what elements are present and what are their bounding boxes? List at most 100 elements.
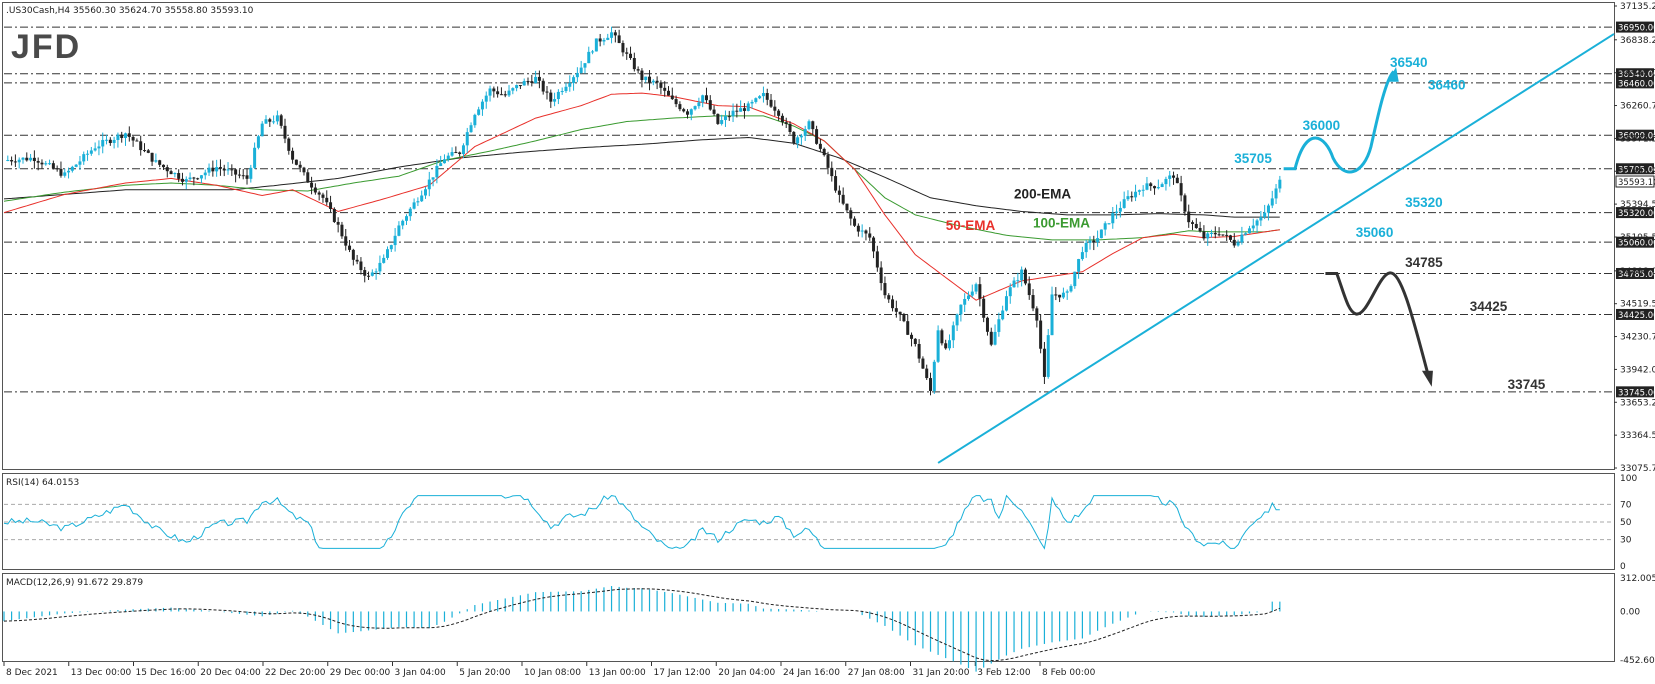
candle-bear — [1202, 231, 1206, 239]
candle-bear — [849, 210, 853, 219]
candle-bear — [875, 251, 879, 268]
candle-bull — [1206, 233, 1210, 239]
candle-bear — [845, 203, 849, 211]
candle-bear — [283, 125, 287, 139]
candle-bear — [670, 95, 674, 100]
candle-bear — [678, 104, 682, 110]
candle-bear — [340, 224, 344, 237]
candle-bear — [146, 150, 150, 153]
candle-bear — [367, 275, 371, 277]
candle-bull — [1004, 296, 1008, 311]
candle-bull — [465, 132, 469, 146]
candle-bear — [910, 334, 914, 339]
candle-bear — [1191, 222, 1195, 224]
candle-bull — [97, 146, 101, 149]
y-tick-label: 35105.50 — [1620, 233, 1655, 243]
candle-bear — [359, 261, 363, 271]
candle-bull — [723, 116, 727, 121]
candle-bear — [530, 81, 534, 84]
candle-bear — [940, 330, 944, 344]
candle-bear — [1058, 294, 1062, 298]
candle-bear — [1217, 234, 1221, 236]
candle-bear — [989, 331, 993, 345]
candle-bear — [518, 85, 522, 87]
candle-bear — [1027, 283, 1031, 296]
candle-bear — [348, 245, 352, 250]
candle-bear — [332, 208, 336, 222]
candle-bear — [1221, 234, 1225, 236]
level-label-35705.00: 35705.00 — [1618, 165, 1655, 175]
candle-bear — [841, 194, 845, 204]
bearish-scenario-path — [1325, 271, 1430, 375]
candle-bear — [355, 259, 359, 262]
candle-bear — [1175, 177, 1179, 184]
candle-bull — [416, 201, 420, 203]
x-tick-label: 3 Jan 04:00 — [395, 668, 447, 678]
candle-bear — [317, 192, 321, 195]
candle-bear — [458, 152, 462, 155]
candle-bull — [932, 361, 936, 391]
candle-bull — [1020, 269, 1024, 281]
level-label-33745.00: 33745.00 — [1618, 388, 1655, 398]
candle-bear — [735, 110, 739, 112]
candle-bull — [112, 139, 116, 144]
candle-bear — [139, 141, 143, 151]
candle-bear — [1225, 234, 1229, 236]
candle-bull — [1210, 232, 1213, 234]
y-tick-label: 35394.50 — [1620, 200, 1655, 210]
candle-bull — [188, 177, 192, 180]
annotation-200-EMA: 200-EMA — [1014, 186, 1071, 201]
candle-bull — [1134, 191, 1138, 198]
y-tick-label: 36838.25 — [1620, 36, 1655, 46]
annotation-36000: 36000 — [1303, 118, 1341, 133]
x-tick-label: 5 Jan 20:00 — [459, 668, 511, 678]
annotation-33745: 33745 — [1508, 377, 1546, 392]
level-tag-36540.00 — [1616, 68, 1654, 80]
candle-bull — [1244, 233, 1248, 235]
level-label-35320.00: 35320.00 — [1618, 209, 1655, 219]
candle-bull — [1012, 280, 1016, 288]
macd-signal-line — [3, 588, 1280, 662]
candle-bull — [105, 139, 109, 141]
level-tag-36950.00 — [1616, 21, 1654, 33]
x-tick-label: 3 Feb 12:00 — [977, 668, 1031, 678]
candle-bear — [811, 121, 815, 130]
candle-bear — [906, 321, 910, 335]
candle-bear — [1149, 183, 1153, 187]
candle-bull — [78, 161, 82, 165]
candle-bull — [275, 115, 279, 122]
candle-bear — [196, 178, 200, 180]
candle-bear — [898, 311, 902, 315]
candle-bear — [10, 160, 14, 162]
ema-200-line — [3, 136, 1280, 218]
level-label-34785.00: 34785.00 — [1618, 270, 1655, 280]
candle-bull — [697, 102, 701, 107]
candle-bull — [389, 245, 393, 250]
candle-bull — [264, 119, 268, 124]
candle-bull — [750, 101, 754, 104]
candle-bull — [1107, 223, 1111, 225]
candle-bear — [55, 168, 59, 170]
candle-bear — [663, 87, 667, 91]
candle-bear — [127, 133, 131, 137]
candle-bull — [1141, 189, 1145, 191]
x-tick-label: 13 Jan 00:00 — [589, 668, 646, 678]
candle-bear — [655, 80, 659, 83]
candle-bull — [74, 164, 78, 167]
candle-bull — [1251, 225, 1255, 229]
candle-bear — [887, 295, 891, 300]
candle-bull — [17, 159, 21, 163]
candle-bear — [1232, 239, 1236, 246]
candle-bull — [1001, 310, 1005, 320]
candle-bear — [313, 187, 317, 193]
candle-bull — [1099, 229, 1103, 239]
candle-bull — [154, 160, 158, 162]
candle-bull — [720, 120, 724, 124]
level-tag-35320.00 — [1616, 207, 1654, 219]
candle-bull — [1160, 184, 1164, 188]
candle-bull — [860, 230, 864, 232]
candle-bull — [480, 101, 484, 110]
candle-bull — [1046, 335, 1050, 377]
candle-bull — [488, 88, 492, 96]
candle-bull — [1008, 287, 1012, 297]
